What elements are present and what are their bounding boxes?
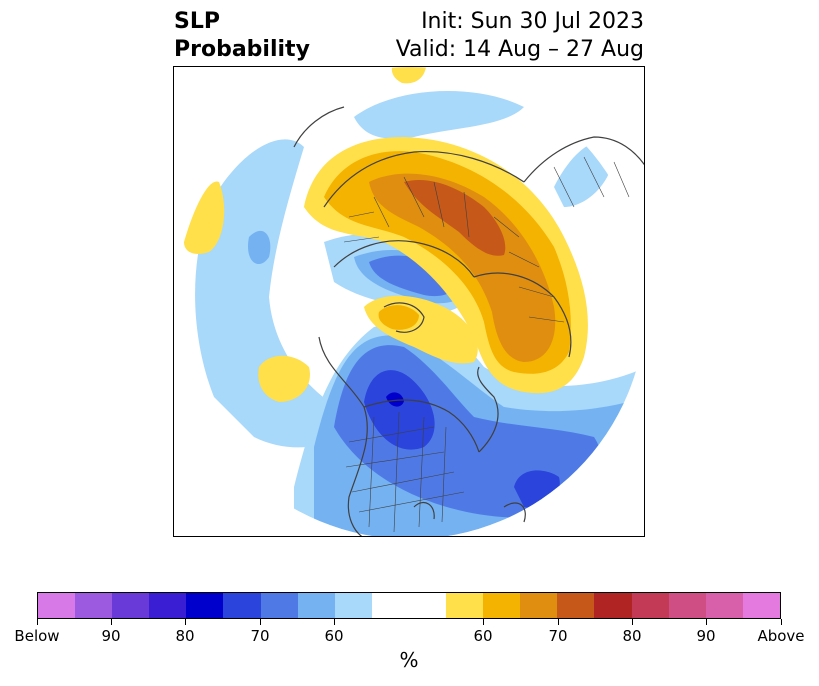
colorbar-segment (631, 593, 669, 618)
colorbar-segment (668, 593, 706, 618)
colorbar-tick-label: 70 (250, 627, 270, 645)
colorbar-segment (186, 593, 224, 618)
colorbar-tick (780, 619, 782, 625)
map-canvas (184, 67, 644, 536)
light-blue-region-northeast (554, 142, 614, 207)
colorbar-tick-label: 90 (101, 627, 121, 645)
title-line-2: Probability (174, 37, 310, 62)
colorbar-tick (631, 619, 633, 625)
valid-range: Valid: 14 Aug – 27 Aug (395, 37, 644, 62)
colorbar-segment (112, 593, 150, 618)
colorbar-tick (36, 619, 38, 625)
navy-core (386, 392, 404, 407)
colorbar-segment (371, 593, 447, 618)
coastlines (293, 106, 644, 536)
colorbar-segment (705, 593, 743, 618)
init-date: Init: Sun 30 Jul 2023 (421, 9, 644, 34)
colorbar-segment (557, 593, 595, 618)
colorbar (37, 592, 781, 619)
colorbar-tick-label: 70 (548, 627, 568, 645)
light-blue-region-west (195, 139, 354, 448)
yellow-region-west (184, 181, 225, 254)
date-info: Init: Sun 30 Jul 2023 Valid: 14 Aug – 27… (396, 8, 644, 64)
colorbar-tick (110, 619, 112, 625)
gold-region-pole (378, 305, 419, 330)
colorbar-tick-label: 80 (622, 627, 642, 645)
colorbar-tick (705, 619, 707, 625)
light-blue-region-north (354, 90, 524, 139)
borders (343, 156, 630, 533)
colorbar-segment (594, 593, 632, 618)
mid-blue-region-west (248, 230, 271, 265)
colorbar-tick-label: 80 (175, 627, 195, 645)
colorbar-segment (260, 593, 298, 618)
map-title: SLP Probability (174, 8, 310, 64)
colorbar-tick (557, 619, 559, 625)
colorbar-tick (482, 619, 484, 625)
yellow-region-top (391, 67, 426, 84)
title-line-1: SLP (174, 9, 220, 34)
probability-map (173, 66, 645, 537)
colorbar-segment (334, 593, 372, 618)
colorbar-segment (75, 593, 113, 618)
colorbar-tick-label: Below (14, 627, 60, 645)
probability-field (184, 67, 644, 536)
colorbar-segment (223, 593, 261, 618)
colorbar-segment (520, 593, 558, 618)
yellow-region-pacific (258, 355, 310, 402)
colorbar-tick (184, 619, 186, 625)
colorbar-segment (38, 593, 76, 618)
rust-core (404, 179, 506, 256)
colorbar-tick-label: Above (757, 627, 805, 645)
colorbar-tick (333, 619, 335, 625)
orange-region-arc (369, 173, 556, 362)
colorbar-segment (483, 593, 521, 618)
colorbar-segment (446, 593, 484, 618)
colorbar-tick-label: 90 (696, 627, 716, 645)
colorbar-tick-label: 60 (473, 627, 493, 645)
colorbar-unit: % (399, 648, 419, 672)
colorbar-segment (742, 593, 780, 618)
colorbar-tick-label: 60 (324, 627, 344, 645)
colorbar-tick (259, 619, 261, 625)
colorbar-segment (149, 593, 187, 618)
colorbar-segment (297, 593, 335, 618)
